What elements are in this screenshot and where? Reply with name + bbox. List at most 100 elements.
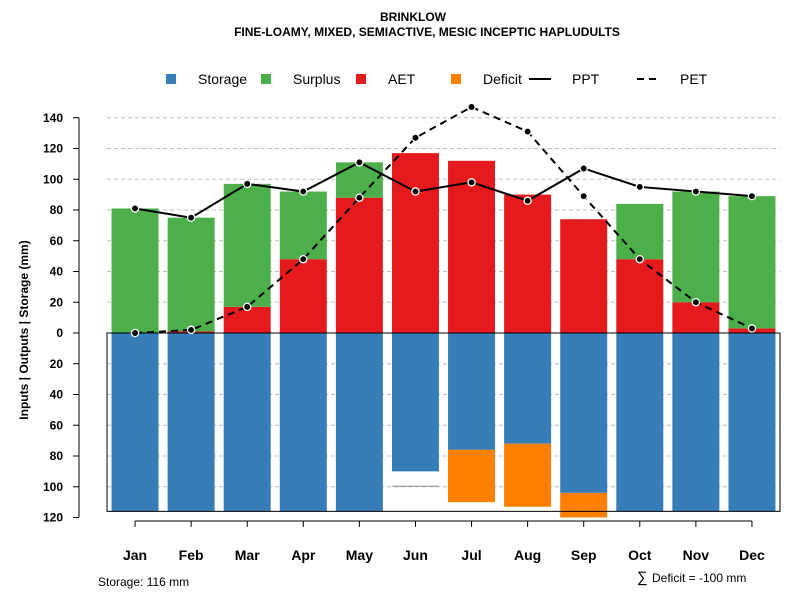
- surplus-bar: [279, 191, 327, 260]
- legend-swatch: [166, 74, 176, 84]
- pet-line-point: [130, 328, 140, 338]
- y-tick-label: 80: [50, 203, 64, 217]
- aet-bar: [616, 259, 664, 333]
- deficit-bar: [448, 449, 496, 503]
- ppt-line-point: [747, 191, 757, 201]
- y-tick-label: 20: [50, 357, 64, 371]
- y-tick-label: 40: [50, 388, 64, 402]
- ppt-line-point: [411, 187, 420, 196]
- legend-swatch: [356, 74, 366, 84]
- pet-line-point: [355, 193, 364, 202]
- aet-bar: [448, 160, 496, 333]
- storage-bar: [167, 333, 215, 512]
- pet-line-point: [411, 133, 420, 142]
- chart-subtitle: FINE-LOAMY, MIXED, SEMIACTIVE, MESIC INC…: [234, 25, 620, 39]
- ppt-line-point: [186, 213, 196, 222]
- ppt-line-point: [523, 196, 532, 206]
- legend-label: PPT: [572, 71, 600, 87]
- pet-line-point: [186, 325, 196, 335]
- legend-swatch: [261, 74, 271, 84]
- x-tick-label: Mar: [235, 547, 260, 563]
- y-tick-label: 0: [56, 326, 63, 340]
- pet-line-point: [579, 191, 588, 201]
- legend-label: Surplus: [293, 71, 340, 87]
- series-lines: [130, 102, 757, 338]
- storage-bar: [616, 333, 664, 512]
- legend-label: PET: [680, 71, 708, 87]
- x-tick-label: Dec: [739, 547, 765, 563]
- storage-bar: [335, 333, 383, 512]
- x-tick-label: Jan: [123, 547, 147, 563]
- aet-bar: [279, 259, 327, 333]
- ppt-line-point: [467, 178, 476, 187]
- pet-line-point: [242, 302, 252, 312]
- storage-bar: [728, 333, 776, 512]
- x-tick-label: Feb: [179, 547, 204, 563]
- legend-label: Storage: [198, 71, 247, 87]
- x-tick-label: Nov: [683, 547, 710, 563]
- ppt-line-point: [579, 164, 588, 173]
- bars: [111, 153, 776, 518]
- x-tick-label: Jul: [461, 547, 481, 563]
- storage-bar: [391, 333, 439, 472]
- storage-footnote: Storage: 116 mm: [98, 575, 189, 589]
- y-tick-label: 100: [43, 172, 63, 186]
- ppt-line-point: [691, 187, 701, 196]
- x-tick-label: Oct: [628, 547, 652, 563]
- pet-line-point: [523, 127, 532, 136]
- y-tick-label: 20: [50, 295, 64, 309]
- surplus-bar: [616, 203, 664, 260]
- storage-bar: [111, 333, 159, 512]
- x-tick-label: May: [346, 547, 373, 563]
- y-tick-label: 100: [43, 480, 63, 494]
- sum-symbol: ∑: [637, 569, 648, 586]
- y-tick-label: 60: [50, 418, 64, 432]
- pet-line-point: [691, 297, 701, 307]
- surplus-bar: [111, 208, 159, 333]
- ppt-line-point: [355, 158, 364, 167]
- aet-bar: [223, 306, 271, 333]
- pet-line-point: [299, 254, 308, 264]
- y-tick-label: 40: [50, 265, 64, 279]
- deficit-bar: [560, 492, 608, 518]
- surplus-bar: [728, 196, 776, 329]
- gridlines: [107, 117, 780, 488]
- surplus-bar: [223, 183, 271, 307]
- aet-bar: [560, 219, 608, 333]
- aet-bar: [672, 302, 720, 333]
- pet-line-point: [747, 324, 757, 333]
- y-axis-label: Inputs | Outputs | Storage (mm): [17, 240, 31, 419]
- x-tick-label: Apr: [291, 547, 316, 563]
- pet-line: [134, 105, 753, 334]
- pet-line-point: [467, 102, 476, 112]
- aet-bar: [504, 194, 552, 333]
- ppt-line-point: [242, 179, 252, 189]
- storage-bar: [448, 333, 496, 450]
- surplus-bar: [167, 217, 215, 332]
- deficit-footnote: Deficit = -100 mm: [652, 571, 746, 585]
- storage-bar: [223, 333, 271, 512]
- y-tick-label: 120: [43, 142, 63, 156]
- legend-label: AET: [388, 71, 416, 87]
- legend-label: Deficit: [483, 71, 522, 87]
- deficit-bar: [504, 443, 552, 507]
- ppt-line-point: [635, 182, 645, 192]
- storage-bar: [560, 333, 608, 493]
- aet-bar: [391, 153, 439, 333]
- storage-bar: [672, 333, 720, 512]
- surplus-bar: [335, 162, 383, 198]
- storage-bar: [279, 333, 327, 512]
- y-tick-label: 60: [50, 234, 64, 248]
- ppt-line-point: [130, 204, 140, 213]
- y-tick-label: 80: [50, 449, 64, 463]
- plot-frame: [106, 332, 781, 512]
- chart-title: BRINKLOW: [380, 10, 447, 24]
- legend: Storage Surplus AET Deficit PPT PET: [166, 71, 708, 87]
- legend-swatch: [451, 74, 461, 84]
- x-tick-label: Aug: [514, 547, 541, 563]
- storage-bar: [504, 333, 552, 444]
- x-tick-label: Jun: [403, 547, 428, 563]
- aet-bar: [335, 197, 383, 333]
- y-tick-label: 140: [43, 111, 63, 125]
